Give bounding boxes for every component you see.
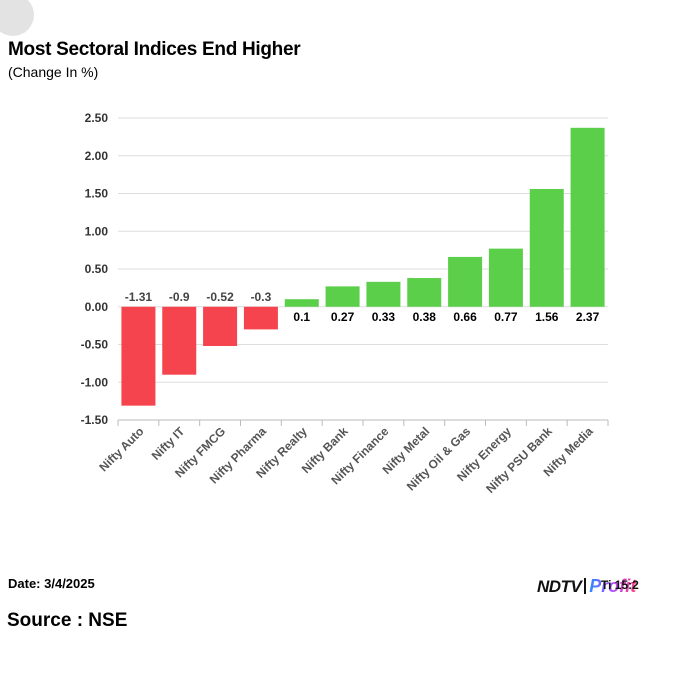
ndtv-profit-logo: NDTV Profit Ti 15:2 <box>537 576 669 598</box>
bar <box>366 281 401 307</box>
bar <box>407 278 442 307</box>
bar <box>570 127 605 307</box>
bar <box>284 299 319 307</box>
data-label: -1.31 <box>125 290 153 304</box>
bar <box>325 286 360 307</box>
bar <box>488 248 523 307</box>
y-tick-label: 0.50 <box>85 262 109 276</box>
y-tick-label: 2.00 <box>85 149 109 163</box>
bar <box>203 306 238 347</box>
data-label: 0.33 <box>372 310 396 324</box>
y-tick-label: 0.00 <box>85 300 109 314</box>
x-category-label: Nifty IT <box>149 424 188 463</box>
y-tick-label: -1.00 <box>81 375 109 389</box>
bar <box>529 188 564 307</box>
chart-title: Most Sectoral Indices End Higher <box>8 39 301 60</box>
date-label: Date: 3/4/2025 <box>8 576 95 591</box>
data-label: 0.38 <box>413 310 437 324</box>
logo-profit-text: Profit <box>589 576 637 596</box>
y-tick-label: 2.50 <box>85 111 109 125</box>
y-tick-label: -1.50 <box>81 413 109 427</box>
data-label: 0.27 <box>331 310 355 324</box>
bar <box>162 306 197 375</box>
data-label: 2.37 <box>576 310 600 324</box>
data-label: -0.52 <box>206 290 234 304</box>
chart-subtitle: (Change In %) <box>8 64 99 80</box>
data-label: 0.1 <box>293 310 310 324</box>
y-tick-label: -0.50 <box>81 338 109 352</box>
y-tick-label: 1.50 <box>85 187 109 201</box>
data-label: 0.66 <box>453 310 477 324</box>
logo-separator <box>584 578 587 594</box>
data-label: 1.56 <box>535 310 559 324</box>
bar <box>243 306 278 330</box>
bar <box>448 256 483 307</box>
bar <box>121 306 156 406</box>
y-tick-label: 1.00 <box>85 224 109 238</box>
logo-time-fragment: Ti 15:2 <box>601 578 639 592</box>
source-label: Source : NSE <box>7 610 128 631</box>
data-label: 0.77 <box>494 310 518 324</box>
data-label: -0.3 <box>251 290 272 304</box>
x-category-label: Nifty Auto <box>96 424 146 474</box>
logo-ndtv-text: NDTV <box>537 577 582 596</box>
data-label: -0.9 <box>169 290 190 304</box>
